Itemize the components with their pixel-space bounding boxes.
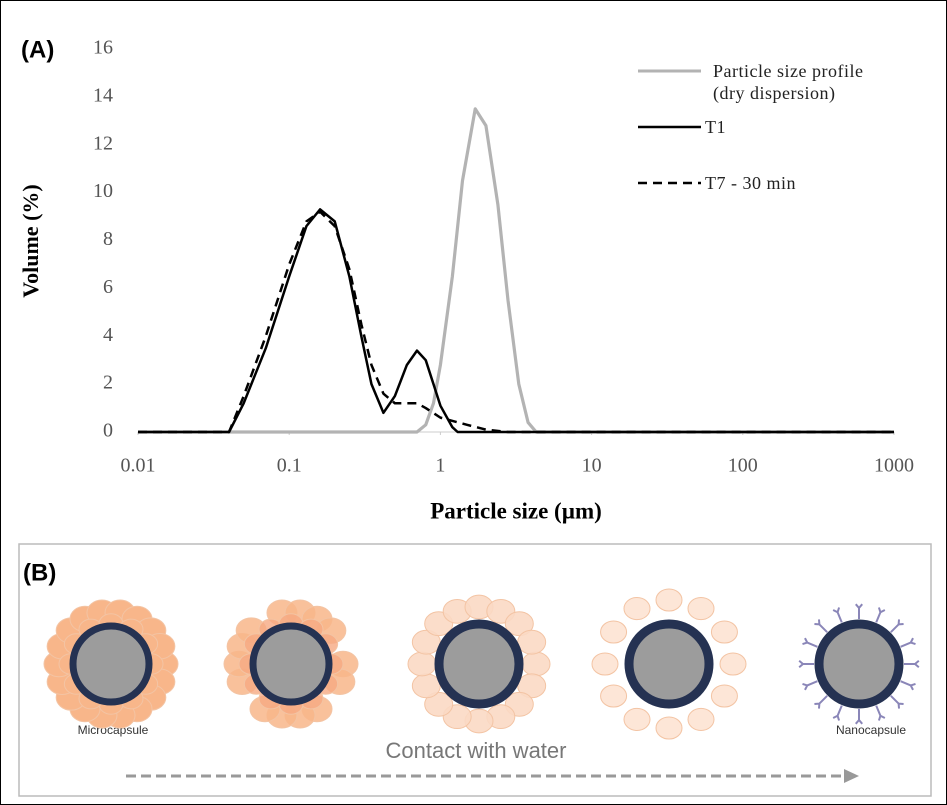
surface-ligand — [875, 705, 886, 721]
y-tick-label: 2 — [103, 372, 113, 394]
shell-particle — [719, 652, 747, 676]
y-tick-label: 6 — [103, 276, 113, 298]
y-tick-label: 8 — [103, 228, 113, 250]
surface-ligand — [814, 695, 828, 709]
y-tick-label: 16 — [93, 37, 113, 59]
legend-label: T1 — [705, 117, 726, 137]
surface-ligand — [890, 619, 904, 633]
panel-label: (B) — [23, 559, 56, 586]
capsule-core — [69, 622, 153, 706]
shell-particle — [407, 651, 437, 677]
y-tick-label: 12 — [93, 132, 113, 154]
shell-particle — [424, 691, 454, 717]
panel-box — [18, 543, 932, 797]
y-tick-label: 0 — [103, 420, 113, 442]
surface-ligand — [814, 619, 828, 633]
shell-particle — [687, 707, 715, 731]
caption: Nanocapsule — [836, 723, 906, 737]
shell-particle — [600, 684, 628, 708]
surface-ligand — [904, 660, 920, 668]
shell-particle — [710, 684, 738, 708]
x-tick-label: 0.1 — [277, 455, 302, 477]
y-tick-label: 4 — [103, 324, 113, 346]
shell-particle — [504, 611, 534, 637]
shell-particle — [600, 620, 628, 644]
surface-ligand — [798, 660, 814, 668]
y-tick-label: 10 — [93, 180, 113, 202]
surface-ligand — [900, 680, 916, 691]
capsule-core — [434, 619, 524, 709]
shell-particle — [710, 620, 738, 644]
shell-particle — [623, 707, 651, 731]
x-axis-title: Particle size (µm) — [430, 498, 602, 523]
shell-particle — [655, 716, 683, 740]
y-tick-label: 14 — [93, 84, 113, 106]
arrow-label: Contact with water — [386, 738, 567, 763]
arrow-head — [844, 769, 859, 783]
surface-ligand — [875, 607, 886, 623]
capsule-core — [814, 619, 904, 709]
capsule-core — [624, 619, 714, 709]
shell-particle — [411, 673, 441, 699]
x-tick-label: 0.01 — [121, 455, 156, 477]
x-tick-label: 1 — [435, 455, 445, 477]
series-line — [138, 107, 894, 434]
series-line — [138, 210, 894, 434]
legend-label: T7 - 30 min — [705, 173, 796, 193]
shell-particle — [591, 652, 619, 676]
x-tick-label: 10 — [582, 455, 602, 477]
surface-ligand — [832, 607, 843, 623]
surface-ligand — [802, 637, 818, 648]
x-tick-label: 1000 — [874, 455, 914, 477]
shell-particle — [517, 629, 547, 655]
surface-ligand — [900, 637, 916, 648]
x-tick-label: 100 — [728, 455, 758, 477]
y-axis-title: Volume (%) — [18, 184, 43, 297]
series-line — [138, 208, 894, 434]
surface-ligand — [890, 695, 904, 709]
panel-label: (A) — [21, 36, 54, 63]
surface-ligand — [855, 709, 863, 725]
shell-particle — [655, 588, 683, 612]
capsule-core — [249, 622, 333, 706]
legend-label: Particle size profile (dry dispersion) — [713, 61, 864, 103]
shell-particle — [623, 597, 651, 621]
shell-particle — [521, 651, 551, 677]
surface-ligand — [802, 680, 818, 691]
shell-particle — [687, 597, 715, 621]
surface-ligand — [832, 705, 843, 721]
surface-ligand — [855, 603, 863, 619]
